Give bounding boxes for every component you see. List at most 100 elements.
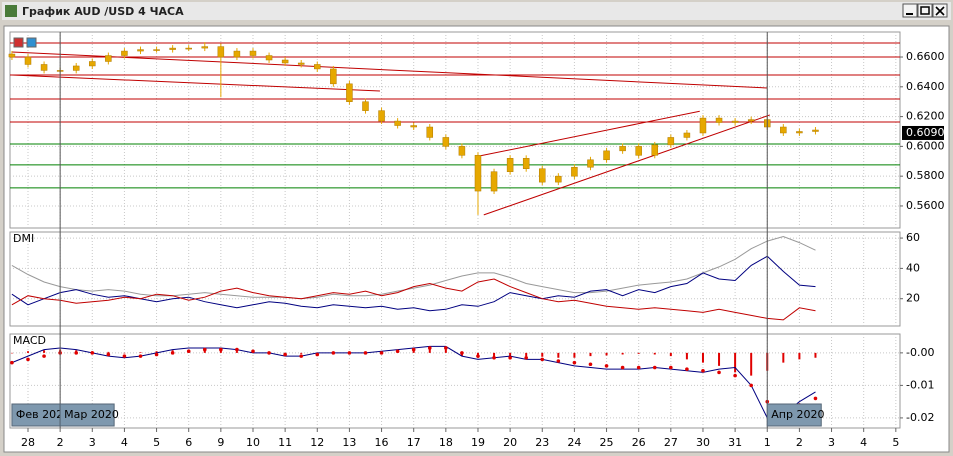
signal-dot: [572, 360, 577, 365]
histogram-bar: [750, 352, 753, 376]
candle-body: [410, 125, 417, 128]
month-label: Апр 2020: [771, 408, 824, 421]
candle-body: [667, 137, 675, 146]
x-tick-label: 30: [696, 436, 710, 449]
trend-line: [479, 110, 700, 157]
color-switch-blue[interactable]: [26, 37, 37, 48]
signal-dot: [717, 370, 721, 375]
signal-dot: [508, 355, 512, 360]
y-tick-label: 0.5800: [906, 169, 945, 182]
signal-dot: [669, 365, 673, 370]
histogram-bar: [428, 348, 431, 353]
signal-dot: [170, 351, 175, 355]
histogram-bar: [43, 350, 46, 353]
histogram-bar: [139, 352, 142, 353]
signal-dot: [524, 355, 528, 360]
histogram-bar: [444, 349, 447, 353]
y-tick-label: -0.01: [906, 378, 934, 391]
candle-body: [169, 47, 176, 50]
histogram-bar: [669, 352, 672, 357]
histogram-bar: [621, 352, 624, 355]
candle-body: [426, 126, 434, 138]
title-bar: [2, 2, 951, 20]
candle-body: [137, 49, 144, 52]
candle-body: [201, 46, 209, 49]
candle-body: [780, 126, 787, 134]
window-icon: [5, 5, 17, 17]
histogram-bar: [605, 352, 608, 356]
candle-body: [474, 155, 482, 192]
signal-dot: [299, 354, 304, 358]
month-box: [766, 403, 822, 427]
candle-body: [362, 101, 369, 111]
y-tick-label: 0.6000: [906, 139, 945, 152]
x-tick-label: 5: [153, 436, 160, 449]
histogram-bar: [718, 352, 721, 366]
histogram-bar: [734, 352, 737, 373]
x-tick-label: 1: [764, 436, 771, 449]
x-tick-label: 10: [246, 436, 260, 449]
signal-dot: [813, 396, 818, 401]
signal-dot: [379, 351, 384, 355]
candle-body: [89, 61, 96, 67]
month-label: Фев 2020: [16, 408, 70, 421]
signal-dot: [219, 347, 223, 352]
candle-body: [346, 83, 353, 102]
signal-dot: [556, 359, 561, 363]
candle-body: [699, 117, 707, 134]
candle-body: [185, 47, 192, 50]
x-tick-label: 3: [89, 436, 96, 449]
x-tick-label: 27: [664, 436, 678, 449]
candle-body: [217, 46, 225, 58]
chart-area: [3, 25, 950, 453]
signal-dot: [749, 383, 753, 388]
candle-body: [330, 68, 337, 85]
window-buttons[interactable]: [902, 3, 948, 18]
histogram-bar: [219, 350, 222, 353]
y-tick-label: 40: [906, 261, 920, 274]
signal-dot: [122, 354, 127, 358]
x-tick-label: 20: [503, 436, 517, 449]
month-box: [59, 403, 115, 427]
candle-body: [683, 132, 691, 138]
candle-body: [619, 146, 626, 152]
y-tick-label: 0.6400: [906, 80, 945, 93]
trend-line: [11, 74, 380, 92]
x-tick-label: 4: [860, 436, 867, 449]
candle-body: [506, 158, 514, 172]
candle-body: [539, 168, 546, 183]
signal-dot: [251, 349, 255, 354]
y-tick-label: 20: [906, 292, 920, 305]
candle-body: [72, 65, 80, 71]
candle-body: [571, 166, 578, 177]
signal-dot: [604, 364, 609, 368]
signal-dot: [202, 347, 207, 352]
signal-dot: [476, 354, 480, 358]
x-tick-label: 18: [439, 436, 453, 449]
signal-dot: [10, 360, 14, 365]
signal-dot: [42, 354, 46, 358]
maximize-button[interactable]: [917, 3, 933, 18]
candle-body: [153, 49, 160, 51]
candle-body: [8, 53, 16, 58]
histogram-bar: [107, 351, 110, 353]
color-switch-red[interactable]: [13, 37, 24, 48]
signal-dot: [283, 352, 287, 357]
candle-body: [40, 64, 48, 71]
candle-body: [603, 150, 610, 161]
candle-body: [458, 146, 466, 156]
histogram-bar: [509, 352, 512, 357]
signal-dot: [267, 351, 271, 355]
signal-dot: [106, 352, 111, 357]
histogram-bar: [235, 351, 238, 353]
histogram-bar: [26, 351, 29, 353]
x-tick-label: 16: [375, 436, 389, 449]
x-tick-label: 31: [728, 436, 742, 449]
minimize-button[interactable]: [902, 3, 918, 18]
signal-dot: [652, 365, 657, 370]
dmi-line: [11, 278, 816, 321]
signal-dot: [74, 351, 79, 355]
candle-body: [233, 50, 241, 58]
signal-dot: [733, 373, 737, 378]
x-tick-label: 9: [217, 436, 224, 449]
